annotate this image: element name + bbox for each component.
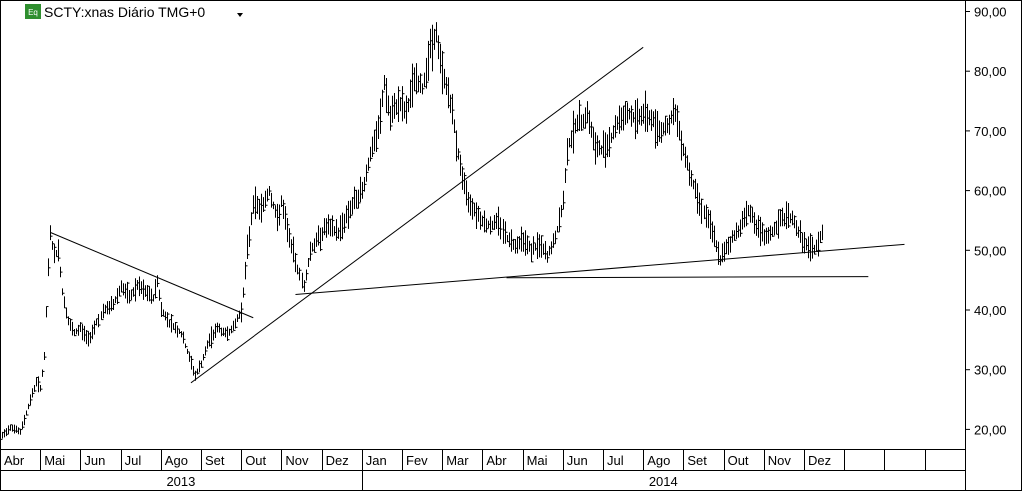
year-label: 2014 [649, 474, 678, 489]
x-axis: Abr Mai Jun Jul Ago Set Out Nov Dez Jan Fev Mar Abr M… [0, 449, 966, 491]
trend-line [190, 46, 644, 384]
month-label: Out [245, 453, 266, 468]
y-axis: 20,00 30,00 40,00 50,00 60,00 70,00 80,00 90,00 [965, 5, 1007, 437]
month-label: Jan [366, 453, 387, 468]
equity-badge-label: Eq [28, 8, 38, 17]
month-label: Mai [44, 453, 65, 468]
trend-line [295, 243, 905, 295]
month-label: Dez [326, 453, 349, 468]
month-label: Out [728, 453, 749, 468]
y-tick-label: 20,00 [974, 422, 1007, 437]
y-tick-label: 30,00 [974, 363, 1007, 378]
chart-title: SCTY:xnas Diário TMG+0 [44, 4, 205, 20]
y-tick-label: 90,00 [974, 5, 1007, 20]
month-label: Dez [808, 453, 831, 468]
y-tick-label: 50,00 [974, 243, 1007, 258]
price-series [0, 22, 823, 442]
month-label: Set [205, 453, 225, 468]
month-label: Jul [125, 453, 142, 468]
month-label: Ago [647, 453, 670, 468]
equity-badge-icon [25, 4, 41, 19]
month-label: Fev [406, 453, 428, 468]
y-tick-label: 40,00 [974, 303, 1007, 318]
y-tick-label: 70,00 [974, 124, 1007, 139]
trend-line [506, 276, 869, 279]
month-label: Mar [446, 453, 469, 468]
plot-area [0, 22, 905, 442]
month-label: Nov [285, 453, 309, 468]
month-label: Ago [165, 453, 188, 468]
chart-title-group[interactable]: Eq SCTY:xnas Diário TMG+0 [25, 4, 243, 20]
trend-line [50, 231, 254, 319]
month-label: Jun [567, 453, 588, 468]
month-label: Abr [486, 453, 507, 468]
month-label: Abr [4, 453, 25, 468]
triangle-down-icon[interactable] [237, 13, 243, 17]
month-label: Mai [527, 453, 548, 468]
y-tick-label: 60,00 [974, 184, 1007, 199]
year-label: 2013 [166, 474, 195, 489]
month-label: Nov [768, 453, 792, 468]
month-label: Jun [84, 453, 105, 468]
y-tick-label: 80,00 [974, 64, 1007, 79]
month-label: Set [687, 453, 707, 468]
month-label: Jul [607, 453, 624, 468]
